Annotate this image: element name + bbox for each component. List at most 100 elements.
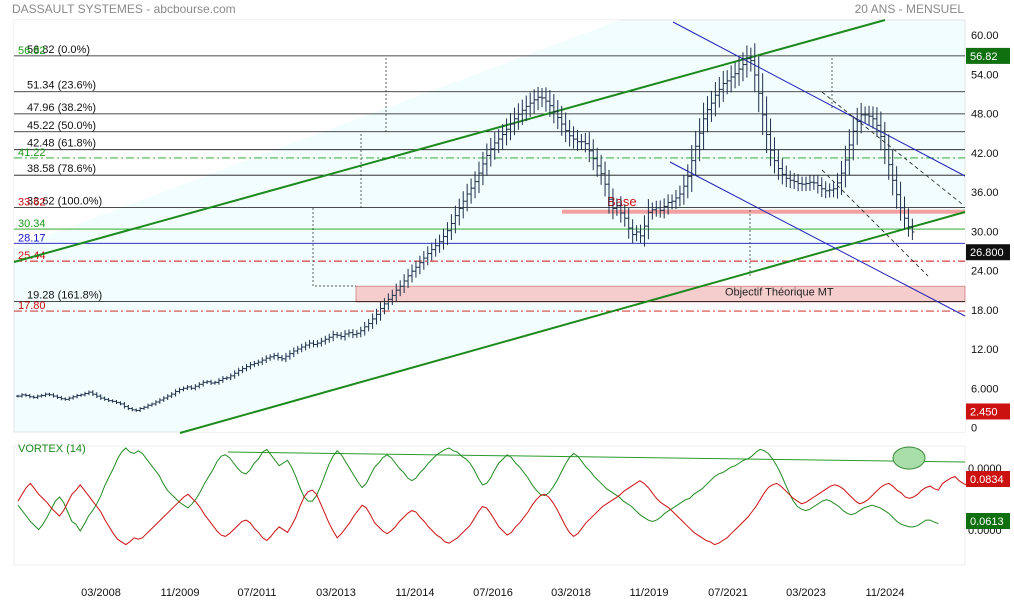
price-tag bbox=[966, 244, 1010, 261]
x-tick-label: 03/2008 bbox=[81, 587, 121, 599]
y-tick-label: 12.00 bbox=[971, 344, 999, 356]
y-tick-label: 24.00 bbox=[971, 266, 999, 278]
price-tag-label: 26.800 bbox=[970, 247, 1004, 259]
level-label: 17.80 bbox=[18, 300, 46, 312]
price-bar bbox=[224, 376, 229, 381]
price-bar bbox=[709, 90, 714, 122]
price-bar bbox=[697, 118, 702, 162]
price-bar bbox=[768, 118, 773, 167]
price-bar bbox=[543, 87, 548, 112]
price-bar bbox=[268, 354, 273, 361]
price-bar bbox=[595, 147, 600, 177]
price-bar bbox=[878, 111, 883, 151]
price-bar bbox=[752, 43, 757, 93]
price-bar bbox=[86, 390, 91, 396]
x-tick-label: 07/2011 bbox=[238, 587, 277, 599]
price-bar bbox=[319, 337, 324, 347]
price-bar bbox=[642, 215, 647, 247]
y-tick-label: 18.00 bbox=[971, 305, 999, 317]
price-bar bbox=[756, 56, 761, 113]
y-tick-label: 42.00 bbox=[971, 148, 999, 160]
price-bar bbox=[807, 174, 812, 191]
price-bar bbox=[35, 394, 40, 399]
fib-label: 33.62 (100.0%) bbox=[27, 196, 102, 208]
price-bar bbox=[835, 173, 840, 199]
x-tick-label: 11/2024 bbox=[866, 587, 905, 599]
fib-label: 45.22 (50.0%) bbox=[27, 120, 96, 132]
price-bar bbox=[894, 166, 899, 209]
price-bar bbox=[713, 82, 718, 117]
price-bar bbox=[800, 176, 805, 192]
y-tick-label: 60.00 bbox=[971, 30, 999, 42]
x-tick-label: 11/2019 bbox=[630, 587, 669, 599]
price-bar bbox=[654, 200, 659, 217]
price-bar bbox=[185, 385, 190, 391]
price-bar bbox=[23, 393, 28, 397]
price-bar bbox=[311, 340, 316, 348]
price-bar bbox=[480, 151, 485, 186]
price-tag-label: 56.82 bbox=[970, 51, 998, 63]
price-bar bbox=[315, 340, 320, 348]
price-bar bbox=[323, 335, 328, 345]
price-bar bbox=[571, 126, 576, 149]
channel-outer-shade bbox=[180, 210, 965, 432]
price-bar bbox=[228, 373, 233, 381]
chart-period-label: 20 ANS - MENSUEL bbox=[854, 2, 964, 16]
price-bar bbox=[240, 365, 245, 374]
price-bar bbox=[465, 183, 470, 212]
price-bar bbox=[492, 132, 497, 160]
price-bar bbox=[350, 329, 355, 339]
price-bar bbox=[398, 280, 403, 297]
price-bar bbox=[126, 405, 131, 411]
price-bar bbox=[331, 330, 336, 342]
price-bar bbox=[614, 198, 619, 216]
price-bar bbox=[587, 132, 592, 163]
price-bar bbox=[847, 129, 852, 176]
price-bar bbox=[90, 390, 95, 397]
price-tag bbox=[966, 403, 1010, 420]
price-bar bbox=[134, 408, 139, 412]
price-bar bbox=[114, 399, 119, 405]
price-bar bbox=[307, 339, 312, 349]
trend-dashed-line bbox=[821, 169, 929, 277]
price-bar bbox=[402, 274, 407, 294]
price-bar bbox=[343, 330, 348, 341]
vortex-plot-area bbox=[13, 445, 966, 566]
vortex-series-line bbox=[17, 476, 968, 546]
downtrend-lower-line bbox=[669, 161, 966, 317]
price-bar bbox=[197, 382, 202, 389]
price-bar bbox=[540, 87, 545, 108]
price-bar bbox=[382, 298, 387, 315]
price-bar bbox=[79, 393, 84, 397]
price-bar bbox=[161, 396, 166, 402]
price-bar bbox=[189, 385, 194, 391]
base-band bbox=[562, 209, 965, 214]
price-tag-label: 2.450 bbox=[970, 406, 998, 418]
price-bar bbox=[528, 92, 533, 117]
price-bar bbox=[622, 204, 627, 227]
vortex-highlight bbox=[892, 446, 926, 470]
price-bar bbox=[792, 172, 797, 189]
price-bar bbox=[673, 189, 678, 210]
price-bar bbox=[410, 264, 414, 283]
channel-lower-line bbox=[179, 211, 966, 434]
y-tick-label: 36.00 bbox=[971, 187, 999, 199]
price-bar bbox=[106, 397, 111, 403]
price-bar bbox=[559, 105, 564, 136]
vortex-value-tag bbox=[966, 471, 1010, 487]
trend-dashed-line bbox=[821, 91, 963, 205]
price-bar bbox=[157, 398, 162, 404]
price-bar bbox=[390, 289, 395, 306]
x-tick-label: 07/2021 bbox=[708, 587, 748, 599]
price-bar bbox=[252, 360, 257, 368]
price-bar bbox=[142, 405, 147, 410]
price-bar bbox=[276, 352, 281, 361]
price-bar bbox=[906, 208, 911, 237]
price-bar bbox=[362, 321, 367, 336]
price-bar bbox=[47, 392, 52, 397]
price-bar bbox=[177, 387, 182, 394]
price-bar bbox=[441, 228, 446, 250]
price-bar bbox=[859, 102, 864, 134]
price-bar bbox=[279, 354, 284, 362]
